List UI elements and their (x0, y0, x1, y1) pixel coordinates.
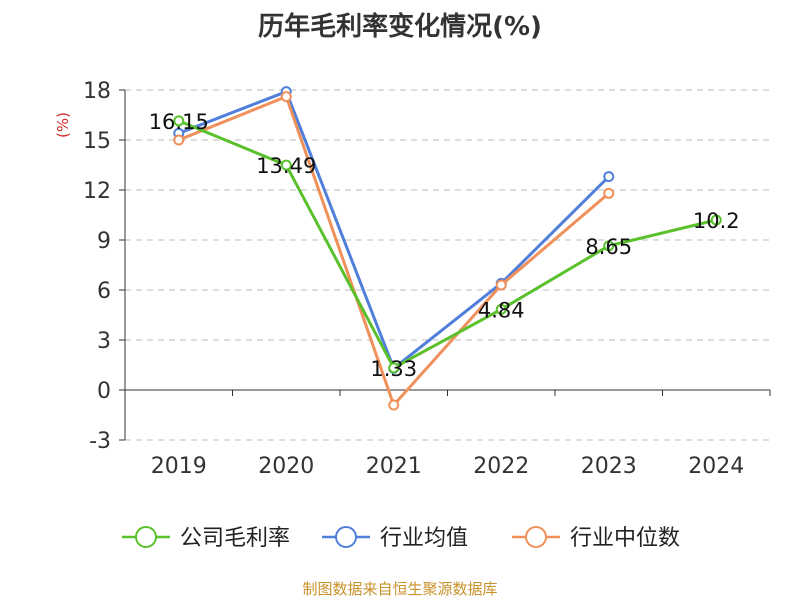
legend-label: 行业中位数 (570, 526, 680, 551)
legend-label: 公司毛利率 (180, 526, 290, 551)
series-line (178, 90, 610, 370)
x-tick-label: 2020 (258, 454, 314, 479)
data-label: 8.65 (585, 235, 632, 259)
data-point (388, 399, 400, 411)
series-line (178, 119, 717, 370)
x-tick-label: 2023 (581, 454, 637, 479)
data-label: 16.15 (149, 110, 209, 134)
data-label: 10.2 (693, 209, 740, 233)
y-axis-label: (%) (54, 112, 72, 138)
legend-swatch-marker (335, 526, 357, 548)
y-tick-label: 0 (97, 379, 111, 404)
y-tick-label: -3 (89, 429, 111, 454)
data-label: 4.84 (478, 298, 525, 322)
x-tick-label: 2021 (366, 454, 422, 479)
y-tick-label: 18 (83, 79, 111, 104)
data-point (603, 240, 615, 252)
y-tick-label: 12 (83, 179, 111, 204)
y-tick-label: 6 (97, 279, 111, 304)
data-point (603, 171, 615, 183)
legend-swatch-marker (135, 526, 157, 548)
data-label: 1.33 (370, 357, 417, 381)
x-tick-label: 2024 (688, 454, 744, 479)
legend-swatch-marker (525, 526, 547, 548)
data-label: 13.49 (256, 154, 316, 178)
source-note: 制图数据来自恒生聚源数据库 (302, 580, 498, 598)
data-point (173, 115, 185, 127)
data-point (495, 279, 507, 291)
data-point (603, 187, 615, 199)
legend-label: 行业均值 (380, 526, 468, 551)
y-tick-label: 15 (83, 129, 111, 154)
y-tick-label: 3 (97, 329, 111, 354)
chart-title: 历年毛利率变化情况(%) (258, 12, 542, 42)
data-point (280, 159, 292, 171)
x-tick-label: 2022 (473, 454, 529, 479)
y-tick-label: 9 (97, 229, 111, 254)
x-tick-label: 2019 (151, 454, 207, 479)
data-point (710, 214, 722, 226)
data-point (280, 91, 292, 103)
data-point (495, 303, 507, 315)
data-point (388, 362, 400, 374)
data-point (173, 134, 185, 146)
